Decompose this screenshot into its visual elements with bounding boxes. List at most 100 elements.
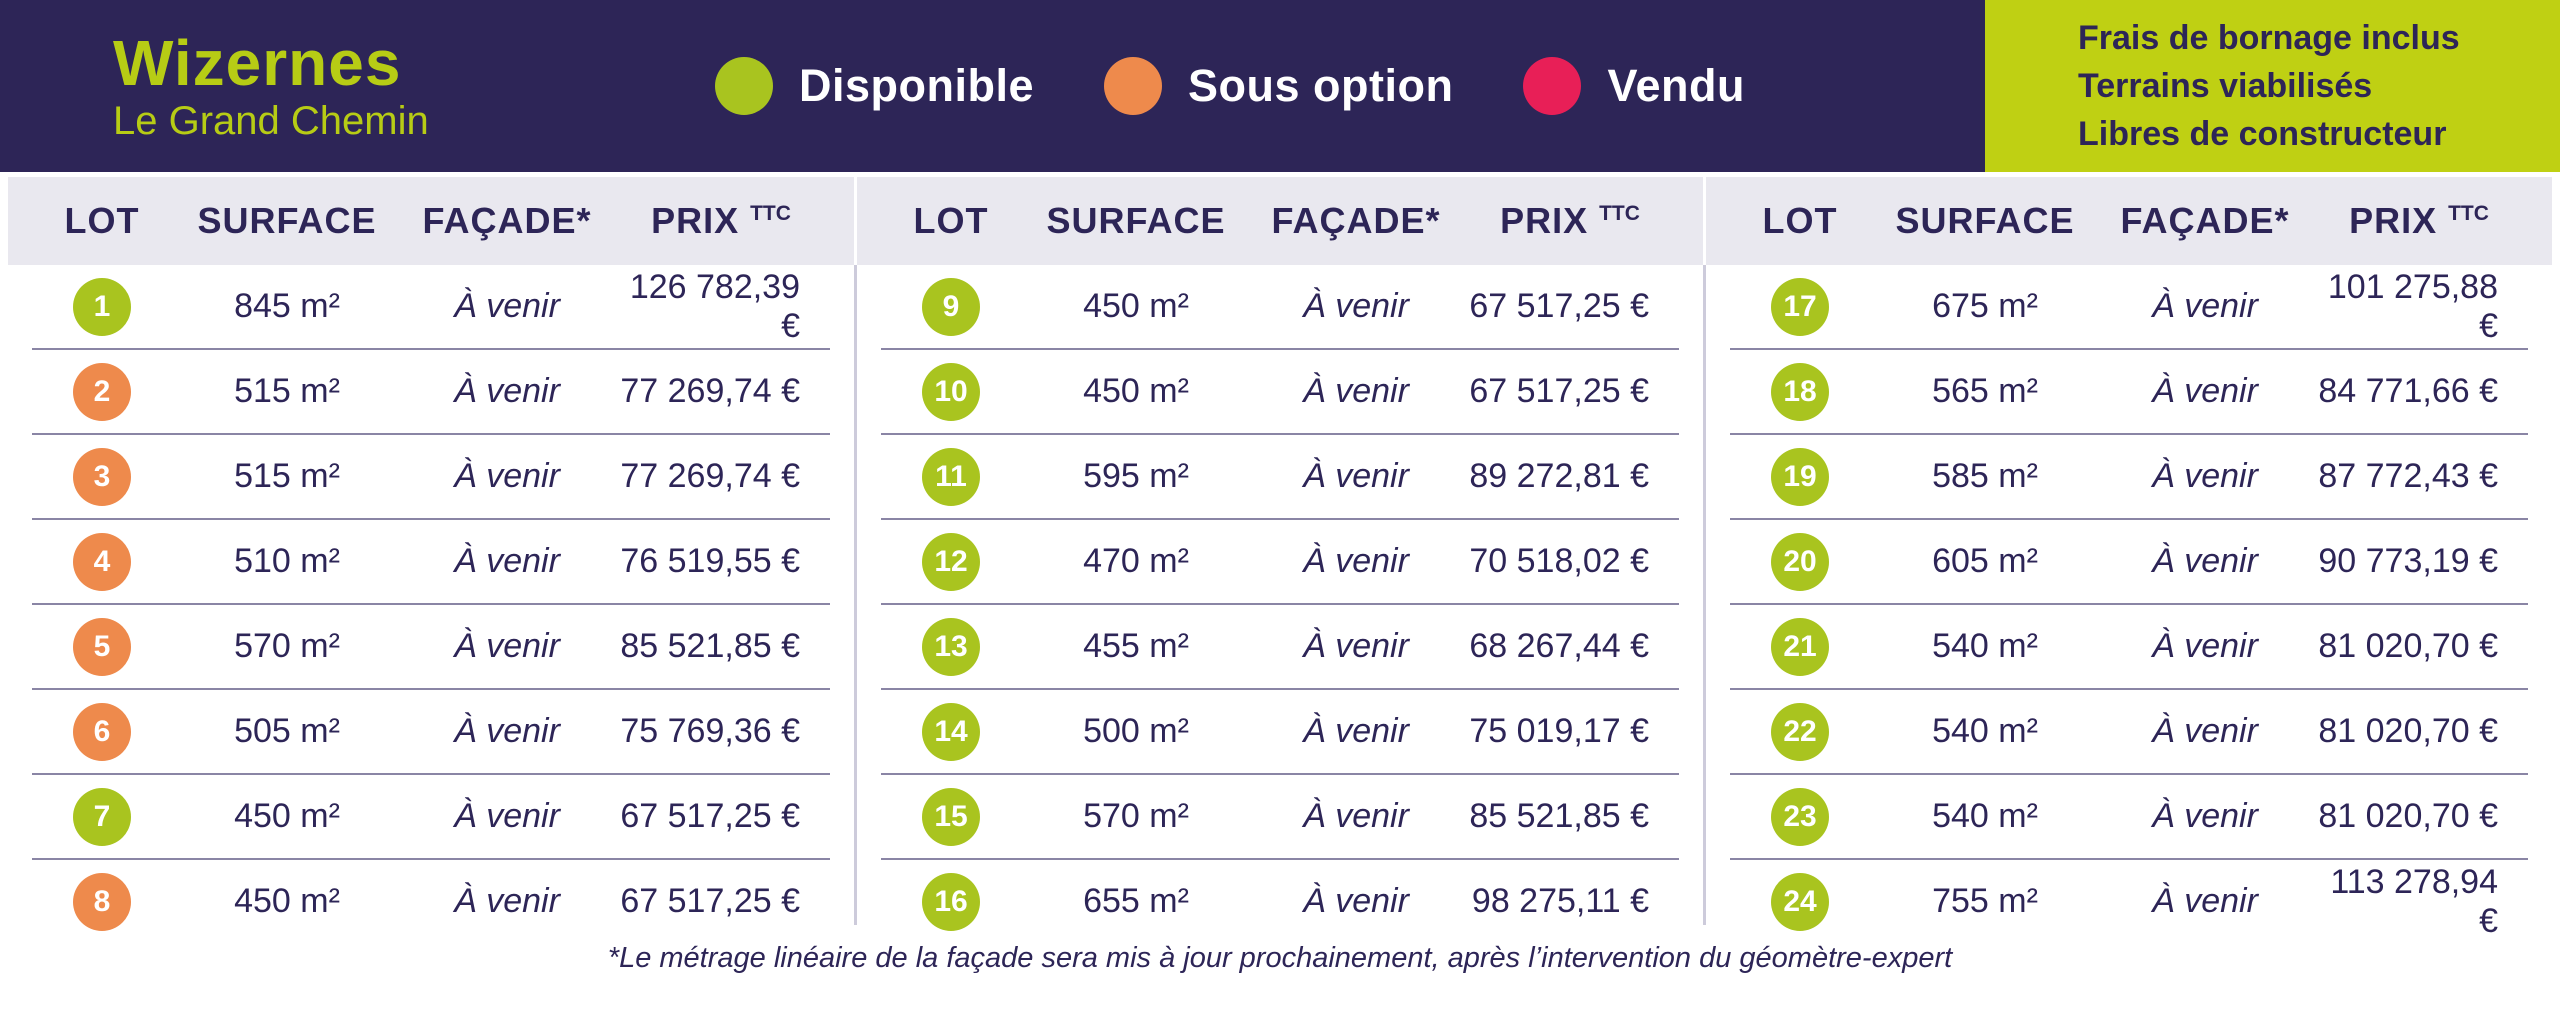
facade-value: À venir [454, 627, 560, 665]
lot-cell: 4 [32, 532, 172, 591]
lot-number-badge: 16 [922, 872, 980, 931]
lot-cell: 1 [32, 277, 172, 336]
price-value: 67 517,25 € [1469, 287, 1649, 325]
lot-cell: 20 [1730, 532, 1870, 591]
table-rows: 9 450 m² À venir 67 517,25 € 10 450 m² À venir… [857, 265, 1703, 943]
table-rows: 17 675 m² À venir 101 275,88 € 18 565 m² À ven… [1706, 265, 2552, 943]
price-value: 89 272,81 € [1469, 457, 1649, 495]
facade-value: À venir [1303, 712, 1409, 750]
column-divider [1703, 265, 1706, 925]
table-row: 2 515 m² À venir 77 269,74 € [32, 348, 830, 433]
table-row: 18 565 m² À venir 84 771,66 € [1730, 348, 2528, 433]
surface-value: 845 m² [234, 287, 340, 325]
col-header-lot: LOT [1762, 200, 1838, 241]
lot-cell: 19 [1730, 447, 1870, 506]
surface-value: 605 m² [1932, 542, 2038, 580]
facade-value: À venir [454, 457, 560, 495]
col-header-lot: LOT [913, 200, 989, 241]
col-header-facade: FAÇADE* [2120, 200, 2290, 241]
lot-number-badge: 17 [1771, 277, 1829, 336]
lot-number-badge: 1 [73, 277, 131, 336]
facade-value: À venir [2152, 287, 2258, 325]
price-value: 113 278,94 € [2330, 862, 2498, 940]
table-row: 24 755 m² À venir 113 278,94 € [1730, 858, 2528, 943]
price-value: 70 518,02 € [1469, 542, 1649, 580]
table-row: 12 470 m² À venir 70 518,02 € [881, 518, 1679, 603]
table-row: 16 655 m² À venir 98 275,11 € [881, 858, 1679, 943]
lot-number-badge: 19 [1771, 447, 1829, 506]
legend-label: Sous option [1188, 60, 1454, 111]
lot-cell: 2 [32, 362, 172, 421]
lot-number-badge: 24 [1771, 872, 1829, 931]
legend-item-vendu: Vendu [1523, 57, 1745, 115]
lot-cell: 11 [881, 447, 1021, 506]
table-row: 10 450 m² À venir 67 517,25 € [881, 348, 1679, 433]
price-value: 76 519,55 € [620, 542, 800, 580]
facade-value: À venir [1303, 627, 1409, 665]
surface-value: 450 m² [1083, 287, 1189, 325]
table-row: 6 505 m² À venir 75 769,36 € [32, 688, 830, 773]
lot-cell: 7 [32, 787, 172, 846]
lot-number-badge: 22 [1771, 702, 1829, 761]
price-value: 98 275,11 € [1471, 882, 1649, 920]
lots-table-3: LOT SURFACE FAÇADE* PRIX TTC 17 675 m² À v… [1706, 177, 2552, 943]
page-title: Wizernes [113, 27, 402, 99]
lot-cell: 16 [881, 872, 1021, 931]
price-value: 75 019,17 € [1469, 712, 1649, 750]
col-header-facade: FAÇADE* [1271, 200, 1441, 241]
surface-value: 755 m² [1932, 882, 2038, 920]
legend-label: Vendu [1607, 60, 1746, 111]
col-header-facade: FAÇADE* [422, 200, 592, 241]
price-value: 81 020,70 € [2318, 627, 2498, 665]
legend-label: Disponible [799, 60, 1035, 111]
facade-value: À venir [454, 287, 560, 325]
lot-number-badge: 7 [73, 787, 131, 846]
surface-value: 540 m² [1932, 712, 2038, 750]
facade-value: À venir [2152, 882, 2258, 920]
lot-number-badge: 20 [1771, 532, 1829, 591]
lot-cell: 18 [1730, 362, 1870, 421]
surface-value: 570 m² [1083, 797, 1189, 835]
table-header: LOT SURFACE FAÇADE* PRIX TTC [857, 177, 1703, 265]
price-value: 85 521,85 € [1469, 797, 1649, 835]
lot-number-badge: 2 [73, 362, 131, 421]
lot-cell: 21 [1730, 617, 1870, 676]
price-value: 81 020,70 € [2318, 712, 2498, 750]
table-row: 3 515 m² À venir 77 269,74 € [32, 433, 830, 518]
price-value: 67 517,25 € [620, 797, 800, 835]
lot-cell: 17 [1730, 277, 1870, 336]
page-header: Wizernes Le Grand Chemin Disponible Sous… [0, 0, 2560, 172]
lots-table-1: LOT SURFACE FAÇADE* PRIX TTC 1 845 m² À ve… [8, 177, 854, 943]
price-value: 85 521,85 € [620, 627, 800, 665]
price-value: 68 267,44 € [1469, 627, 1649, 665]
table-row: 15 570 m² À venir 85 521,85 € [881, 773, 1679, 858]
table-row: 17 675 m² À venir 101 275,88 € [1730, 265, 2528, 348]
table-row: 11 595 m² À venir 89 272,81 € [881, 433, 1679, 518]
legend-item-disponible: Disponible [715, 57, 1034, 115]
lot-number-badge: 10 [922, 362, 980, 421]
surface-value: 675 m² [1932, 287, 2038, 325]
brand-block: Wizernes Le Grand Chemin [113, 28, 429, 144]
surface-value: 450 m² [1083, 372, 1189, 410]
facade-value: À venir [454, 882, 560, 920]
lot-number-badge: 6 [73, 702, 131, 761]
surface-value: 595 m² [1083, 457, 1189, 495]
price-value: 81 020,70 € [2318, 797, 2498, 835]
table-header: LOT SURFACE FAÇADE* PRIX TTC [8, 177, 854, 265]
lot-number-badge: 11 [922, 447, 980, 506]
facade-value: À venir [1303, 542, 1409, 580]
lot-number-badge: 9 [922, 277, 980, 336]
surface-value: 450 m² [234, 882, 340, 920]
lot-cell: 8 [32, 872, 172, 931]
price-value: 101 275,88 € [2327, 267, 2498, 345]
lot-cell: 13 [881, 617, 1021, 676]
facade-value: À venir [1303, 372, 1409, 410]
price-value: 67 517,25 € [620, 882, 800, 920]
lot-number-badge: 3 [73, 447, 131, 506]
lots-tables: LOT SURFACE FAÇADE* PRIX TTC 1 845 m² À ve… [8, 177, 2552, 943]
lot-cell: 15 [881, 787, 1021, 846]
lot-number-badge: 15 [922, 787, 980, 846]
facade-value: À venir [2152, 457, 2258, 495]
col-header-prix: PRIX TTC [651, 200, 791, 241]
legend-item-sous-option: Sous option [1104, 57, 1453, 115]
